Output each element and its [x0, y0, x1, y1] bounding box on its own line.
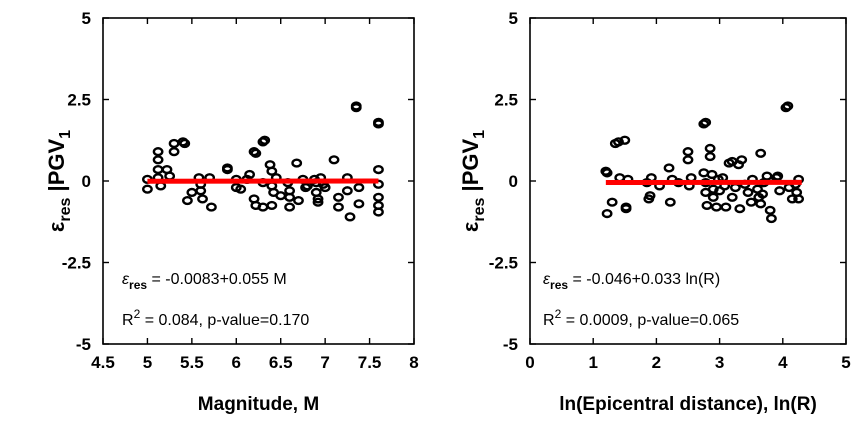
scatter-point	[330, 156, 338, 163]
scatter-point	[703, 202, 711, 209]
data-points	[143, 103, 382, 221]
scatter-point	[775, 187, 783, 194]
scatter-point	[154, 156, 162, 163]
scatter-point	[736, 205, 744, 212]
scatter-point	[143, 186, 151, 193]
x-tick-label: 3	[715, 353, 724, 372]
x-tick-label: 7	[320, 353, 329, 372]
scatter-point	[165, 173, 173, 180]
y-tick-label: 2.5	[67, 91, 91, 110]
scatter-point	[285, 204, 293, 211]
scatter-point	[744, 189, 752, 196]
scatter-point	[665, 165, 673, 172]
y-tick-label: 0	[509, 172, 518, 191]
scatter-point	[706, 153, 714, 160]
x-tick-label: 4.5	[91, 353, 115, 372]
y-tick-label: 0	[82, 172, 91, 191]
scatter-point	[728, 194, 736, 201]
scatter-point	[709, 194, 717, 201]
x-tick-label: 2	[652, 353, 661, 372]
scatter-point	[334, 204, 342, 211]
scatter-point	[666, 199, 674, 206]
scatter-point	[197, 187, 205, 194]
y-tick-label: 2.5	[494, 91, 518, 110]
x-tick-label: 4	[778, 353, 788, 372]
y-tick-label: 5	[509, 9, 518, 28]
scatter-point	[731, 184, 739, 191]
scatter-point	[188, 189, 196, 196]
scatter-point	[712, 204, 720, 211]
scatter-point	[747, 199, 755, 206]
x-axis-label: ln(Epicentral distance), ln(R)	[559, 394, 817, 415]
scatter-point	[608, 199, 616, 206]
x-tick-label: 6	[232, 353, 241, 372]
x-axis-label: Magnitude, M	[198, 394, 319, 415]
y-tick-label: 5	[82, 9, 91, 28]
x-tick-label: 0	[525, 353, 534, 372]
regression-equation: εres = -0.046+0.033 ln(R)	[543, 271, 720, 292]
y-tick-label: -5	[503, 335, 518, 354]
x-tick-label: 5.5	[180, 353, 204, 372]
scatter-point	[170, 140, 178, 147]
scatter-point	[334, 194, 342, 201]
scatter-point	[684, 148, 692, 155]
scatter-point	[245, 171, 253, 178]
scatter-point	[154, 166, 162, 173]
scatter-point	[722, 204, 730, 211]
scatter-point	[285, 194, 293, 201]
scatter-point	[756, 200, 764, 207]
scatter-point	[277, 192, 285, 199]
x-tick-label: 6.5	[269, 353, 293, 372]
scatter-point	[684, 156, 692, 163]
r-squared-text: R2 = 0.084, p-value=0.170	[122, 307, 309, 329]
scatter-point	[268, 202, 276, 209]
panel-magnitude: 4.5 5 5.5 6 6.5 7 7.5 8 -5 -2.5 0 2.5 5 Magnitude, M…	[44, 9, 419, 415]
x-tick-label: 5	[841, 353, 850, 372]
y-tick-label: -2.5	[489, 254, 518, 273]
scatter-point	[343, 187, 351, 194]
scatter-point	[763, 173, 771, 180]
scatter-point	[374, 209, 382, 216]
y-axis-label: εres |PGV1	[44, 130, 74, 232]
x-tick-label: 7.5	[358, 353, 382, 372]
x-tick-label: 5	[143, 353, 152, 372]
scatter-point	[207, 204, 215, 211]
y-tick-label: -2.5	[62, 254, 91, 273]
scatter-point	[374, 194, 382, 201]
scatter-point	[346, 213, 354, 220]
scatter-point	[293, 160, 301, 167]
scatter-point	[355, 200, 363, 207]
scatter-point	[738, 156, 746, 163]
scatter-point	[767, 215, 775, 222]
regression-equation: εres = -0.0083+0.055 M	[122, 271, 287, 292]
y-tick-label: -5	[76, 335, 91, 354]
scatter-point	[154, 148, 162, 155]
data-points	[602, 103, 803, 222]
y-axis-label: εres |PGV1	[458, 130, 488, 232]
scatter-point	[183, 197, 191, 204]
x-tick-label: 8	[409, 353, 418, 372]
scatter-point	[355, 184, 363, 191]
scatter-point	[170, 148, 178, 155]
scatter-point	[374, 166, 382, 173]
panel-distance: 0 1 2 3 4 5 -5 -2.5 0 2.5 5 ln(Epicentral distance…	[458, 9, 851, 415]
scatter-point	[756, 150, 764, 157]
scatter-point	[706, 145, 714, 152]
r-squared-text: R2 = 0.0009, p-value=0.065	[543, 307, 739, 329]
scatter-point	[766, 207, 774, 214]
scatter-point	[603, 210, 611, 217]
x-tick-label: 1	[588, 353, 597, 372]
scatter-point	[198, 196, 206, 203]
scatter-point	[294, 197, 302, 204]
